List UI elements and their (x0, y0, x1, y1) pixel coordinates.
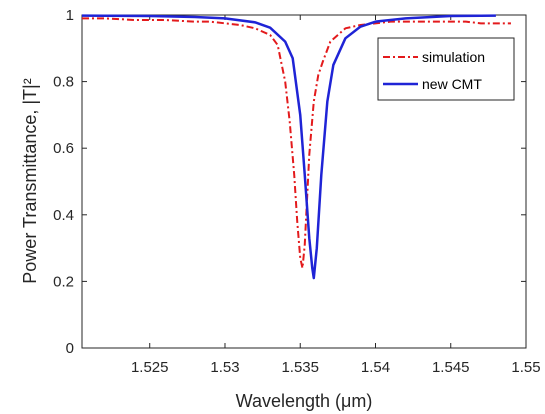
y-tick-label: 0.8 (53, 74, 74, 91)
y-axis-label: Power Transmittance, |T|² (20, 78, 40, 283)
y-tick-label: 0.2 (53, 273, 74, 290)
y-tick-label: 0.6 (53, 140, 74, 157)
y-tick-label: 1 (66, 7, 74, 24)
legend-label-simulation: simulation (422, 49, 485, 65)
x-tick-label: 1.545 (432, 359, 470, 376)
y-tick-label: 0 (66, 340, 74, 357)
legend: simulation new CMT (377, 37, 515, 101)
y-axis-ticks: 0 0.2 0.4 0.6 0.8 1 (53, 7, 526, 357)
x-axis-ticks: 1.525 1.53 1.535 1.54 1.545 1.55 (131, 15, 541, 376)
legend-box (377, 37, 515, 101)
series-line-new-cmt (81, 14, 496, 280)
x-axis-label: Wavelength (μm) (236, 391, 373, 411)
x-tick-label: 1.525 (131, 359, 169, 376)
x-tick-label: 1.54 (361, 359, 390, 376)
series-layer (81, 14, 511, 280)
x-tick-label: 1.53 (210, 359, 239, 376)
x-tick-label: 1.55 (511, 359, 540, 376)
legend-label-new-cmt: new CMT (422, 76, 482, 92)
y-tick-label: 0.4 (53, 207, 74, 224)
x-tick-label: 1.535 (281, 359, 319, 376)
